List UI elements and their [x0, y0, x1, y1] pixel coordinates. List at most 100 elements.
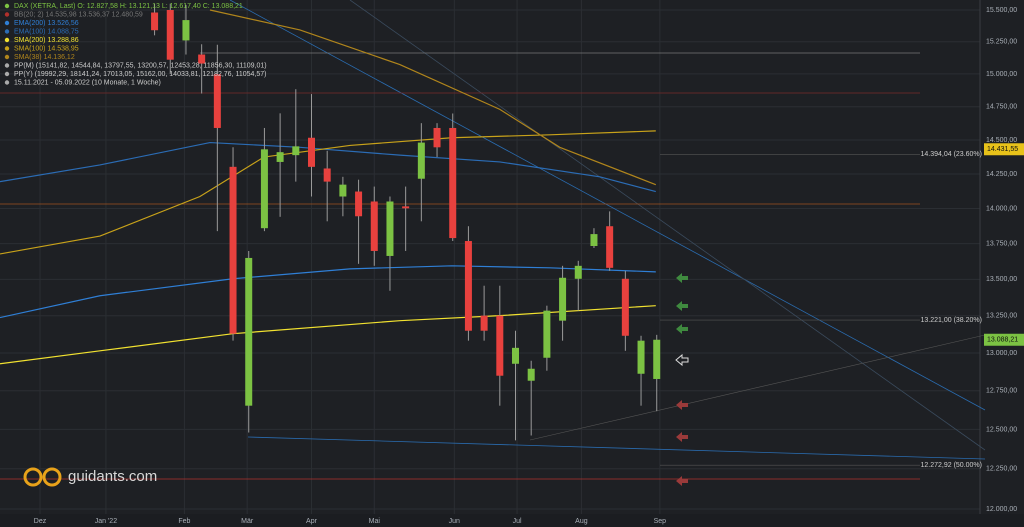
legend-text: PP(M) (15141,82, 14544,84, 13797,55, 132…	[14, 62, 267, 69]
logo: guidants.com	[23, 467, 157, 487]
x-tick-label: Jun	[449, 518, 460, 525]
candle-body	[433, 127, 441, 148]
legend-text: 13.526,56	[47, 20, 78, 27]
candle-body	[151, 12, 159, 31]
indicator-line	[0, 265, 656, 319]
candle-body	[370, 201, 378, 251]
y-tick-label: 15.250,00	[986, 39, 1017, 46]
signal-arrows	[675, 273, 689, 486]
candle-body	[496, 315, 504, 376]
candle-body	[307, 137, 315, 167]
legend-text: EMA(200)	[14, 20, 46, 27]
y-tick-label: 13.750,00	[986, 240, 1017, 247]
candle-body	[449, 127, 457, 239]
candle-body	[323, 168, 331, 182]
legend-entry: PP(M) (15141,82, 14544,84, 13797,55, 132…	[14, 62, 267, 69]
legend-entry: EMA(200) 13.526,56	[14, 20, 79, 27]
trend-line	[349, 0, 986, 451]
x-tick-label: Apr	[306, 518, 318, 525]
legend-text: SMA(100)	[14, 45, 46, 52]
legend-entry: PP(Y) (19992,29, 18141,24, 17013,05, 151…	[14, 71, 266, 78]
candle-body	[292, 146, 300, 156]
candle-body	[339, 184, 347, 197]
candle-body	[245, 257, 253, 406]
candle-body	[417, 142, 425, 179]
legend-text: 14.088,75	[47, 28, 78, 35]
legend-text: 14.538,95	[47, 45, 78, 52]
indicator-line	[0, 305, 656, 365]
annotation: 12.272,92 (50.00%)	[921, 462, 983, 469]
legend-entry: BB(20; 2) 14.535,98 13.536,37 12.480,59	[14, 11, 143, 18]
legend-entry: SMA(38) 14.136,12	[14, 54, 75, 61]
price-tag-label: 14.431,55	[987, 146, 1018, 153]
candle-body	[260, 149, 268, 229]
x-tick-label: Mai	[369, 518, 381, 525]
logo-mark	[23, 467, 43, 487]
annotation: 14.394,04 (23.60%)	[921, 151, 983, 158]
candle-body	[386, 201, 394, 256]
legend-marker	[4, 12, 10, 17]
x-tick-label: Jan '22	[95, 518, 117, 525]
y-tick-label: 12.250,00	[986, 466, 1017, 473]
y-tick-label: 14.250,00	[986, 171, 1017, 178]
arrow	[676, 476, 688, 486]
y-tick-label: 15.000,00	[986, 71, 1017, 78]
x-tick-label: Feb	[178, 518, 190, 525]
legend-text: O: 12.827,58 H: 13.121,13 L: 12.617,40 C…	[77, 3, 243, 10]
indicator-line	[0, 130, 656, 255]
arrow	[676, 301, 688, 311]
arrow	[676, 324, 688, 334]
candle-body	[512, 347, 520, 364]
legend-entry: 15.11.2021 - 05.09.2022 (10 Monate, 1 Wo…	[14, 79, 161, 86]
indicator-line	[0, 141, 656, 193]
y-tick-label: 15.500,00	[986, 7, 1017, 14]
y-tick-label: 12.500,00	[986, 426, 1017, 433]
legend-marker	[4, 63, 10, 68]
x-tick-label: Mär	[241, 518, 254, 525]
candle-body	[166, 10, 174, 60]
x-tick-label: Dez	[34, 518, 47, 525]
y-tick-label: 13.250,00	[986, 313, 1017, 320]
candle-body	[402, 206, 410, 209]
arrow	[676, 432, 688, 442]
candle-body	[653, 339, 661, 379]
legend-text: SMA(200)	[14, 37, 46, 44]
candle-body	[480, 315, 488, 331]
y-tick-label: 13.500,00	[986, 276, 1017, 283]
arrow	[676, 400, 688, 410]
candle-body	[213, 74, 221, 128]
logo-text: guidants.com	[68, 468, 157, 485]
price-tag	[984, 333, 1024, 346]
legend-marker	[4, 29, 10, 34]
legend-marker	[4, 54, 10, 60]
legend-marker	[4, 3, 10, 9]
price-tag-label: 13.088,21	[987, 337, 1018, 344]
candle-body	[606, 226, 614, 268]
legend-marker	[4, 20, 10, 26]
y-tick-label: 13.000,00	[986, 350, 1017, 357]
x-tick-label: Jul	[513, 518, 522, 525]
candle-body	[590, 234, 598, 246]
candle-body	[229, 166, 237, 334]
y-tick-label: 12.750,00	[986, 388, 1017, 395]
legend-entry: EMA(100) 14.088,75	[14, 28, 79, 35]
annotation: 13.221,00 (38.20%)	[921, 317, 983, 324]
legend-text: SMA(38)	[14, 54, 42, 61]
legend-text: DAX (XETRA, Last)	[14, 3, 75, 10]
trend-line	[229, 0, 986, 411]
candle-body	[637, 340, 645, 374]
logo-mark	[42, 467, 62, 487]
arrow	[676, 273, 688, 283]
legend-marker	[4, 80, 10, 85]
trend-line	[529, 334, 986, 441]
candle-body	[543, 310, 551, 358]
candle-body	[574, 265, 582, 279]
legend-text: PP(Y) (19992,29, 18141,24, 17013,05, 151…	[14, 71, 266, 78]
candle-body	[621, 278, 629, 336]
legend-text: BB(20; 2) 14.535,98 13.536,37 12.480,59	[14, 11, 143, 18]
legend-marker	[4, 46, 10, 51]
candle-body	[198, 54, 206, 64]
x-tick-label: Sep	[654, 518, 667, 525]
